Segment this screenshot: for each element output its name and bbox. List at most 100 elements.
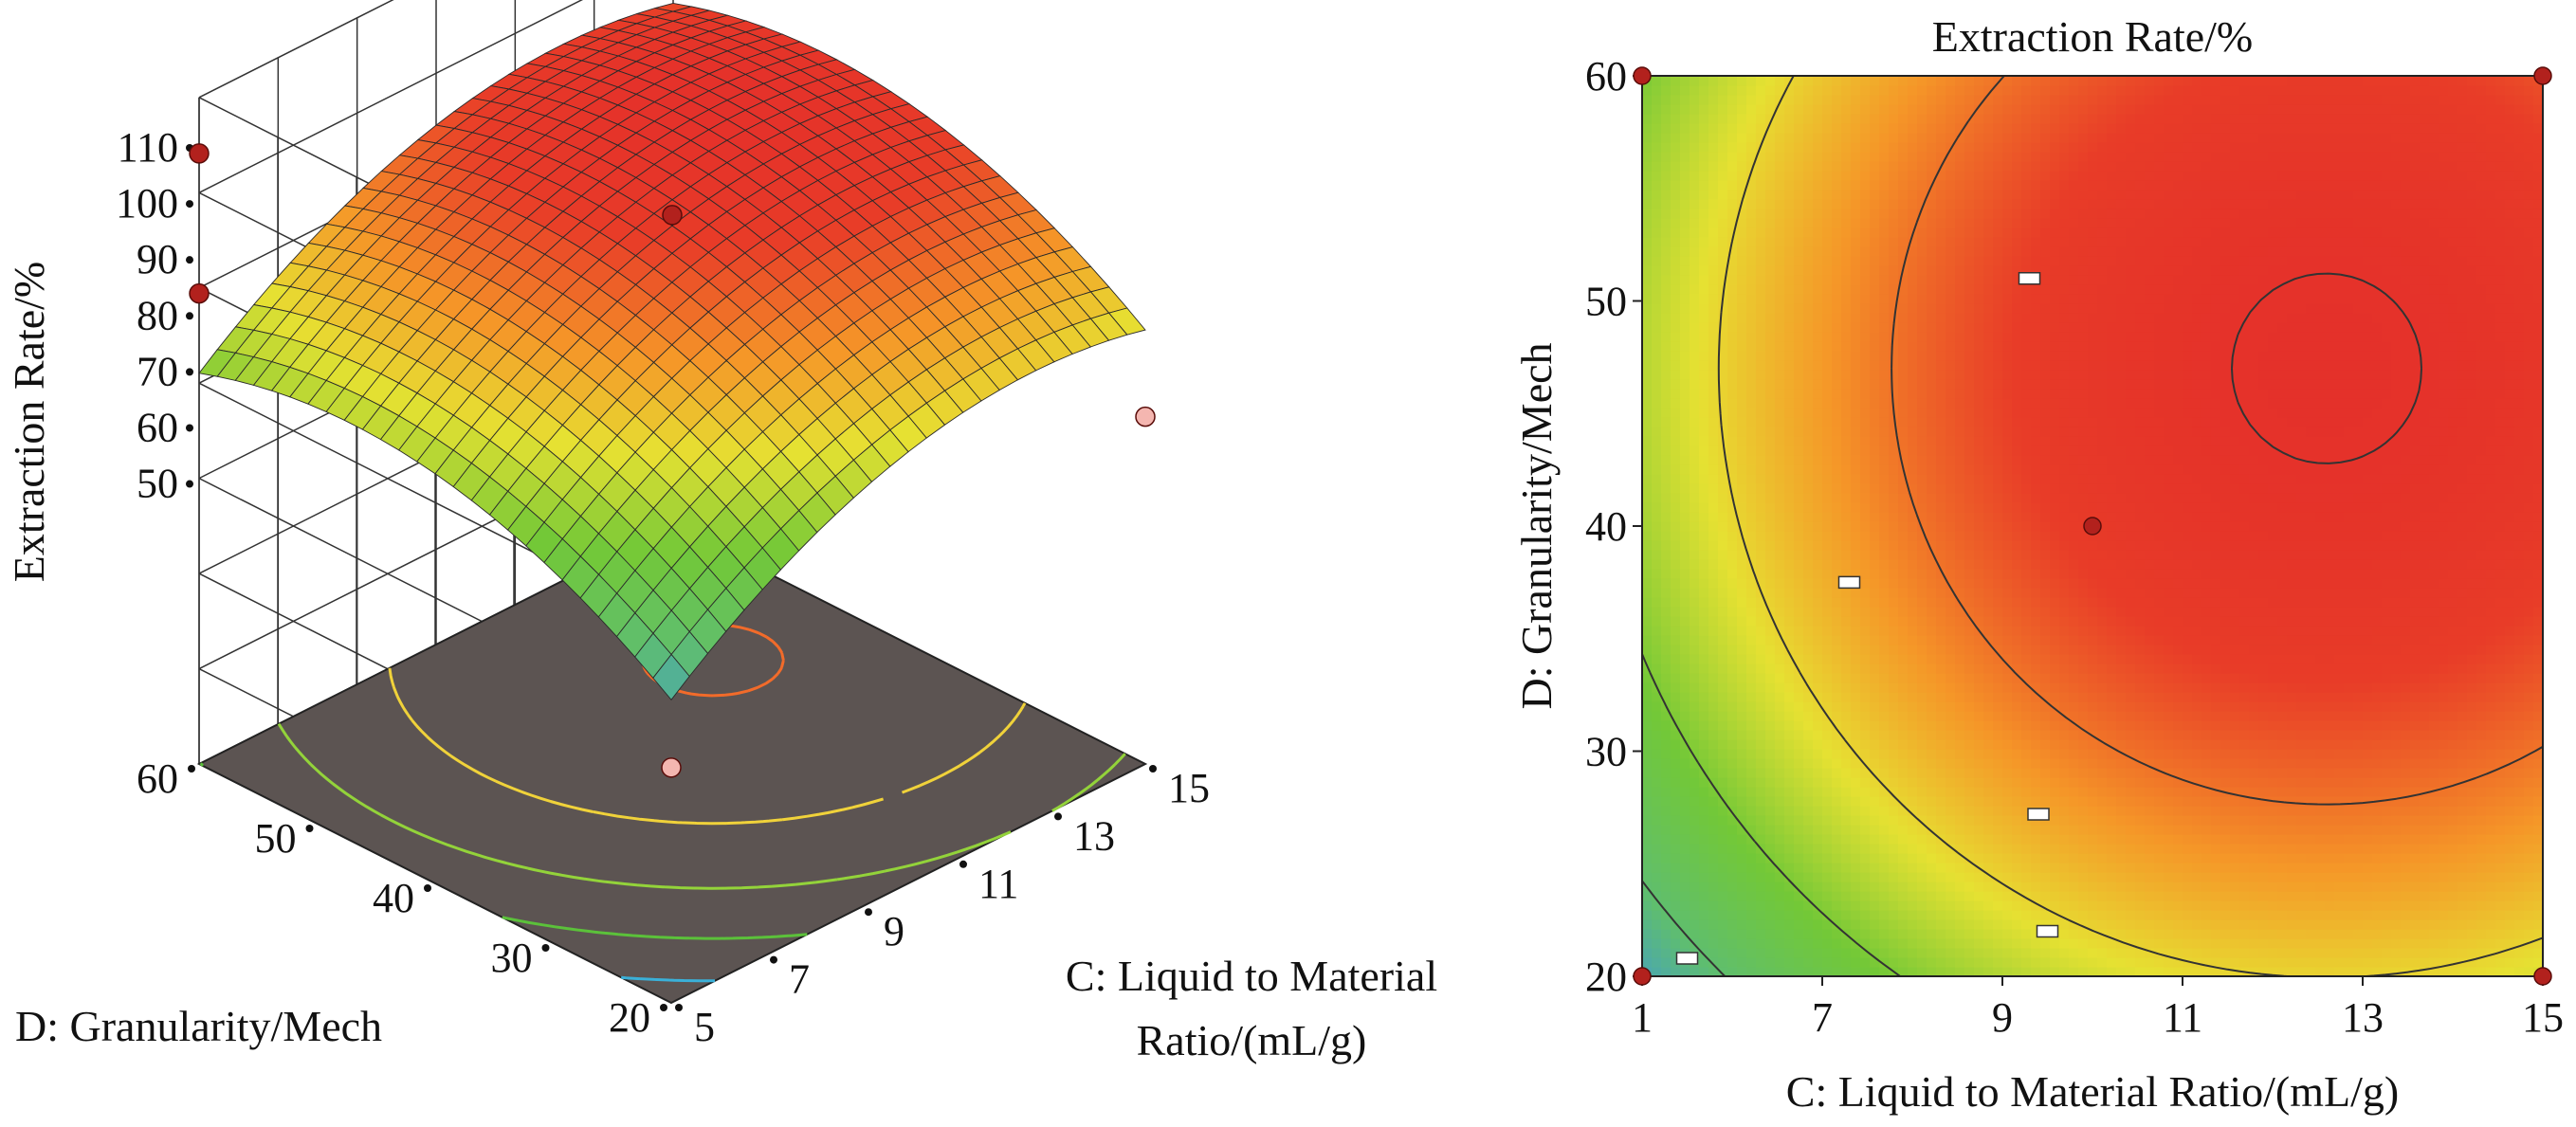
contour-cell	[1699, 796, 1709, 807]
contour-cell	[2040, 531, 2051, 541]
contour-cell	[1832, 502, 1842, 513]
contour-cell	[1642, 739, 1653, 750]
contour-cell	[1860, 332, 1871, 342]
contour-cell	[1879, 502, 1890, 513]
contour-cell	[1775, 559, 1785, 570]
contour-cell	[2002, 313, 2013, 323]
contour-cell	[1699, 834, 1709, 845]
contour-cell	[1870, 427, 1880, 437]
contour-cell	[1974, 171, 1984, 181]
contour-cell	[1652, 806, 1662, 816]
contour-cell	[1870, 398, 1880, 409]
contour-cell	[1936, 341, 1946, 352]
contour-cell	[1727, 218, 1738, 228]
contour-cell	[1832, 246, 1842, 257]
contour-cell	[1737, 294, 1747, 304]
z-tick-label: 110	[118, 124, 178, 171]
contour-cell	[2040, 872, 2051, 882]
z-axis-label: Extraction Rate/%	[5, 262, 53, 583]
contour-cell	[1690, 569, 1700, 579]
contour-cell	[1983, 502, 1994, 513]
contour-cell	[1765, 294, 1776, 304]
contour-cell	[2040, 957, 2051, 968]
contour-cell	[1927, 673, 1937, 683]
contour-cell	[1813, 967, 1823, 976]
contour-cell	[1993, 161, 2003, 172]
contour-cell	[1832, 578, 1842, 589]
contour-cell	[1917, 104, 1927, 115]
contour-cell	[1661, 777, 1672, 788]
contour-cell	[1690, 758, 1700, 769]
contour-cell	[2040, 408, 2051, 418]
contour-cell	[1822, 872, 1833, 882]
contour-cell	[1860, 493, 1871, 503]
contour-cell	[2040, 360, 2051, 371]
contour-cell	[1822, 190, 1833, 200]
contour-cell	[1860, 758, 1871, 769]
y-tick-label: 60	[137, 755, 178, 802]
contour-cell	[2012, 768, 2022, 778]
contour-cell	[1879, 900, 1890, 911]
contour-cell	[1841, 294, 1852, 304]
contour-cell	[2059, 853, 2070, 863]
contour-cell	[1708, 578, 1719, 589]
contour-cell	[1661, 806, 1672, 816]
contour-cell	[1690, 190, 1700, 200]
contour-cell	[1955, 370, 1965, 380]
contour-cell	[1699, 749, 1709, 759]
contour-cell	[1775, 341, 1785, 352]
contour-cell	[1813, 882, 1823, 892]
contour-cell	[1870, 777, 1880, 788]
contour-cell	[2040, 294, 2051, 304]
contour-cell	[1908, 607, 1918, 617]
contour-cell	[1784, 521, 1795, 532]
contour-cell	[1727, 720, 1738, 731]
contour-cell	[1974, 531, 1984, 541]
contour-cell	[1813, 370, 1823, 380]
contour-cell	[1803, 891, 1814, 901]
contour-cell	[1671, 455, 1681, 465]
contour-cell	[1889, 161, 1899, 172]
contour-cell	[1727, 900, 1738, 911]
contour-cell	[2040, 303, 2051, 314]
contour-cell	[1964, 891, 1975, 901]
contour-cell	[1718, 76, 1728, 86]
contour-cell	[2040, 863, 2051, 873]
contour-cell	[1813, 379, 1823, 390]
contour-cell	[1870, 284, 1880, 295]
contour-cell	[1661, 464, 1672, 475]
contour-cell	[1661, 929, 1672, 939]
contour-cell	[1690, 796, 1700, 807]
contour-cell	[1927, 929, 1937, 939]
contour-cell	[2012, 408, 2022, 418]
contour-cell	[1898, 768, 1909, 778]
contour-cell	[1813, 464, 1823, 475]
contour-cell	[1652, 720, 1662, 731]
contour-cell	[1690, 133, 1700, 143]
contour-cell	[1822, 929, 1833, 939]
contour-cell	[1946, 654, 1956, 664]
contour-cell	[2012, 493, 2022, 503]
contour-cell	[2059, 796, 2070, 807]
contour-cell	[1822, 626, 1833, 636]
contour-cell	[1718, 417, 1728, 427]
contour-cell	[1993, 872, 2003, 882]
contour-cell	[1851, 398, 1861, 409]
contour-cell	[1737, 825, 1747, 835]
contour-cell	[1680, 389, 1690, 399]
contour-cell	[1993, 701, 2003, 712]
contour-cell	[1936, 152, 1946, 162]
contour-cell	[1756, 872, 1766, 882]
contour-cell	[1727, 796, 1738, 807]
contour-cell	[1727, 929, 1738, 939]
contour-cell	[1946, 142, 1956, 153]
contour-cell	[1889, 483, 1899, 494]
contour-cell	[1955, 834, 1965, 845]
contour-cell	[1690, 806, 1700, 816]
contour-cell	[1803, 739, 1814, 750]
contour-cell	[1661, 389, 1672, 399]
contour-cell	[2021, 171, 2032, 181]
contour-cell	[1936, 379, 1946, 390]
contour-cell	[1841, 303, 1852, 314]
contour-cell	[1756, 559, 1766, 570]
